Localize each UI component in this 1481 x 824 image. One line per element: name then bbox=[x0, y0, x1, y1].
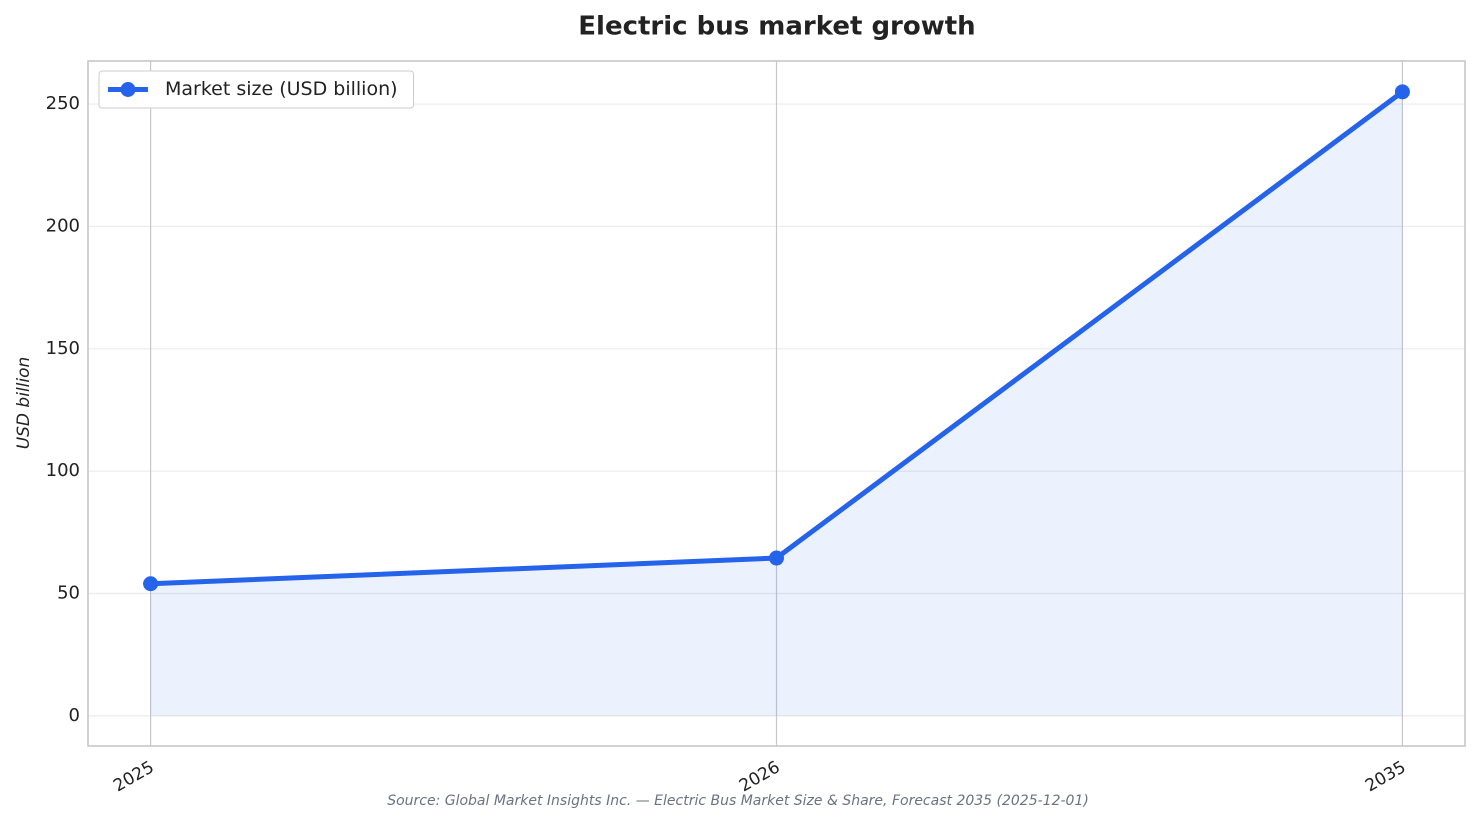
x-tick-label: 2025 bbox=[110, 757, 157, 796]
marker bbox=[1394, 84, 1410, 100]
y-tick-label: 100 bbox=[46, 460, 80, 481]
source-note: Source: Global Market Insights Inc. — El… bbox=[387, 793, 1089, 809]
x-tick-label: 2035 bbox=[1362, 757, 1409, 796]
y-axis-label: USD billion bbox=[14, 357, 34, 450]
y-tick-label: 50 bbox=[57, 583, 80, 604]
marker bbox=[769, 550, 784, 566]
y-tick-label: 250 bbox=[46, 93, 80, 114]
chart-title: Electric bus market growth bbox=[578, 12, 975, 42]
legend-box bbox=[98, 70, 415, 109]
y-tick-label: 150 bbox=[46, 338, 80, 359]
y-tick-label: 200 bbox=[46, 215, 80, 236]
area bbox=[150, 91, 1403, 716]
y-tick-label: 0 bbox=[69, 705, 80, 726]
legend-marker bbox=[120, 82, 136, 97]
marker bbox=[143, 576, 159, 592]
plot-frame bbox=[87, 60, 1466, 747]
legend-label: Market size (USD billion) bbox=[165, 78, 398, 100]
legend: Market size (USD billion) bbox=[98, 70, 415, 109]
x-tick-label: 2026 bbox=[736, 757, 783, 796]
